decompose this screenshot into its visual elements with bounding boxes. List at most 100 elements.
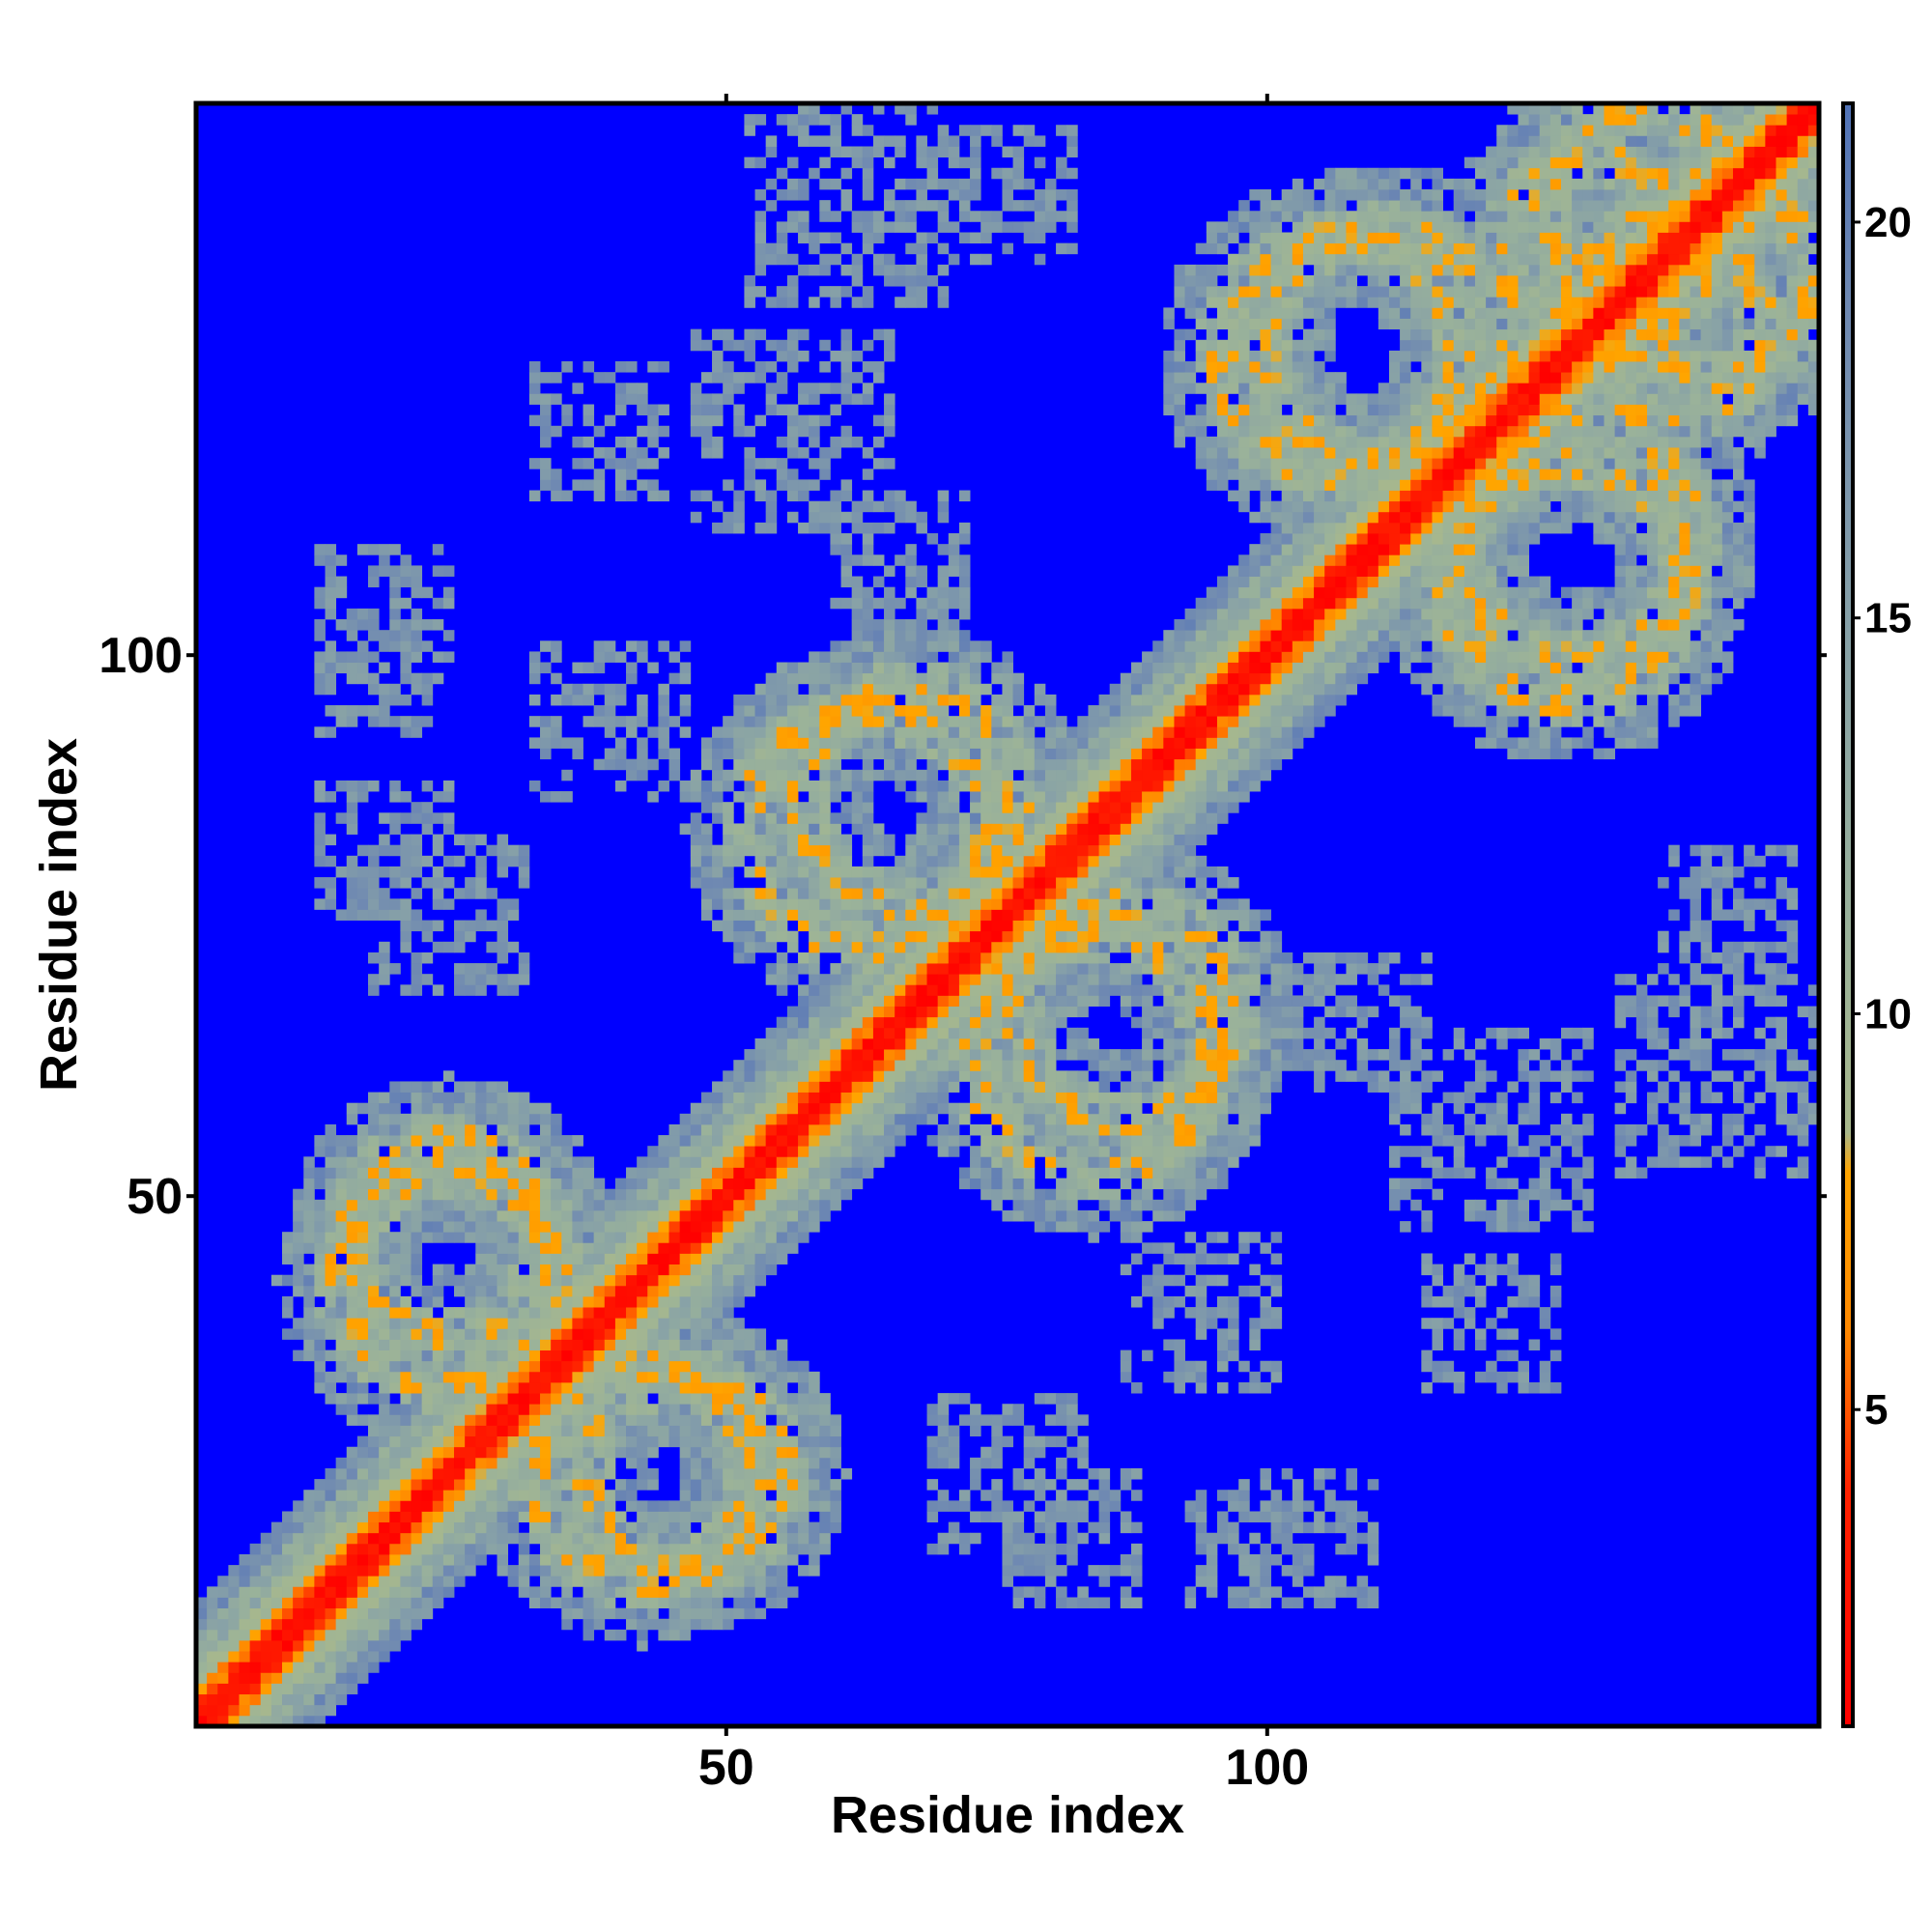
heatmap-cell: [442, 1576, 455, 1587]
heatmap-cell: [872, 920, 885, 932]
heatmap-cell: [668, 1307, 681, 1319]
heatmap-cell: [819, 1156, 831, 1168]
heatmap-cell: [668, 1371, 681, 1383]
heatmap-cell: [700, 1167, 713, 1179]
heatmap-cell: [700, 1586, 713, 1598]
heatmap-cell: [926, 1457, 939, 1469]
heatmap-cell: [700, 1543, 713, 1555]
heatmap-cell: [507, 1113, 520, 1125]
heatmap-cell: [475, 1156, 487, 1168]
heatmap-cell: [400, 640, 412, 652]
heatmap-cell: [679, 1543, 692, 1555]
heatmap-cell: [872, 898, 885, 910]
heatmap-cell: [442, 1264, 455, 1276]
heatmap-cell: [916, 1081, 927, 1093]
heatmap-cell: [723, 1146, 734, 1157]
heatmap-cell: [1002, 1576, 1013, 1587]
heatmap-cell: [442, 1209, 455, 1222]
heatmap-cell: [475, 1167, 487, 1179]
heatmap-cell: [905, 834, 917, 846]
heatmap-cell: [507, 1479, 520, 1491]
heatmap-cell: [379, 640, 390, 652]
heatmap-cell: [744, 834, 755, 846]
heatmap-cell: [432, 1102, 444, 1115]
heatmap-cell: [486, 974, 497, 985]
heatmap-cell: [937, 1500, 950, 1512]
heatmap-cell: [744, 1253, 755, 1264]
heatmap-cell: [872, 866, 885, 878]
heatmap-cell: [786, 125, 799, 136]
heatmap-cell: [593, 1576, 606, 1587]
heatmap-cell: [239, 1553, 251, 1566]
heatmap-cell: [895, 866, 906, 878]
heatmap-cell: [207, 1586, 218, 1598]
heatmap-cell: [1044, 909, 1057, 921]
heatmap-cell: [486, 1393, 497, 1405]
heatmap-cell: [895, 1016, 906, 1029]
heatmap-cell: [1002, 242, 1013, 255]
heatmap-cell: [335, 1532, 348, 1545]
heatmap-cell: [411, 1146, 423, 1157]
heatmap-cell: [744, 1553, 755, 1566]
heatmap-cell: [905, 748, 917, 760]
heatmap-cell: [754, 361, 767, 373]
heatmap-cell: [507, 941, 520, 953]
heatmap-cell: [325, 1511, 337, 1523]
heatmap-cell: [389, 565, 401, 577]
heatmap-cell: [314, 823, 326, 835]
heatmap-cell: [658, 1253, 669, 1264]
heatmap-cell: [497, 1209, 509, 1222]
heatmap-cell: [518, 1339, 530, 1350]
heatmap-cell: [723, 1274, 734, 1287]
heatmap-cell: [486, 1209, 497, 1222]
heatmap-cell: [346, 1467, 358, 1480]
heatmap-cell: [765, 920, 778, 932]
heatmap-cell: [593, 1295, 606, 1308]
heatmap-cell: [335, 1639, 348, 1652]
heatmap-cell: [540, 414, 552, 427]
heatmap-cell: [335, 1156, 348, 1168]
heatmap-cell: [368, 1285, 380, 1297]
heatmap-cell: [572, 1199, 583, 1211]
heatmap-cell: [916, 608, 927, 620]
heatmap-cell: [400, 1242, 412, 1254]
heatmap-cell: [700, 490, 713, 502]
heatmap-cell: [1044, 952, 1057, 964]
heatmap-cell: [744, 769, 755, 781]
heatmap-cell: [561, 1576, 573, 1587]
heatmap-cell: [293, 1704, 304, 1717]
heatmap-cell: [1056, 167, 1067, 180]
heatmap-cell: [1066, 866, 1078, 878]
heatmap-cell: [196, 1693, 208, 1706]
heatmap-cell: [314, 1576, 326, 1587]
heatmap-cell: [776, 952, 788, 964]
heatmap-cell: [765, 500, 778, 513]
heatmap-cell: [958, 178, 971, 190]
heatmap-cell: [765, 1209, 778, 1222]
heatmap-cell: [518, 877, 530, 889]
heatmap-cell: [819, 780, 831, 792]
heatmap-cell: [786, 1081, 799, 1093]
heatmap-cell: [958, 716, 971, 727]
heatmap-cell: [733, 1350, 745, 1362]
heatmap-cell: [916, 1016, 927, 1029]
heatmap-cell: [1034, 1543, 1046, 1555]
heatmap-cell: [744, 1242, 755, 1254]
heatmap-cell: [991, 909, 1003, 921]
heatmap-cell: [1002, 984, 1013, 996]
heatmap-cell: [744, 1070, 755, 1082]
heatmap-cell: [626, 1586, 638, 1598]
heatmap-cell: [196, 1597, 208, 1609]
heatmap-cell: [754, 114, 767, 126]
heatmap-cell: [723, 1167, 734, 1179]
heatmap-cell: [776, 1521, 788, 1534]
heatmap-cell: [980, 791, 992, 803]
heatmap-cell: [948, 1027, 960, 1039]
heatmap-cell: [958, 1178, 971, 1190]
heatmap-cell: [809, 232, 820, 244]
heatmap-cell: [1012, 1113, 1025, 1125]
heatmap-cell: [325, 1264, 337, 1276]
heatmap-cell: [497, 1543, 509, 1555]
heatmap-cell: [314, 1618, 326, 1631]
heatmap-cell: [970, 694, 981, 706]
